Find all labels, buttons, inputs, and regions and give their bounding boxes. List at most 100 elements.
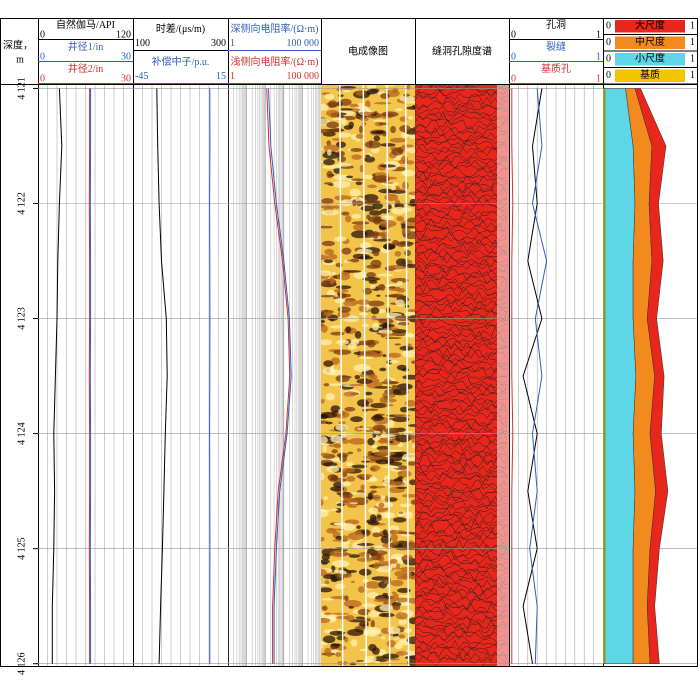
image-texture	[346, 176, 353, 178]
image-texture	[325, 94, 335, 100]
image-texture	[383, 529, 388, 535]
scale-min: -45	[135, 71, 148, 82]
image-texture	[382, 544, 393, 548]
image-texture	[390, 138, 406, 143]
scale-min: 0	[606, 21, 611, 32]
image-texture	[334, 443, 341, 448]
image-texture	[322, 598, 334, 600]
scale-min: 0	[511, 29, 516, 40]
scale-min: 0	[40, 51, 45, 62]
depth-tick-label: 4 123	[16, 307, 27, 330]
track-title: 缝洞孔隙度谱	[432, 44, 492, 57]
image-texture	[357, 448, 362, 452]
image-texture	[383, 245, 396, 250]
image-texture	[335, 583, 345, 589]
track-body	[133, 85, 228, 666]
image-texture	[320, 510, 331, 512]
image-texture	[346, 476, 355, 482]
image-texture	[359, 235, 375, 238]
log-curve	[512, 89, 513, 664]
depth-tick-label: 4 121	[16, 77, 27, 100]
image-texture	[390, 294, 404, 298]
image-texture	[390, 530, 395, 535]
image-texture	[395, 299, 404, 306]
image-texture	[373, 431, 380, 434]
log-curve	[530, 89, 547, 664]
image-texture	[351, 214, 361, 219]
image-texture	[397, 281, 404, 285]
image-texture	[344, 637, 348, 642]
scale-min: 0	[40, 29, 45, 40]
image-texture	[403, 94, 410, 97]
image-texture	[319, 587, 333, 592]
image-texture	[359, 112, 376, 115]
track-title: 电成像图	[348, 44, 388, 57]
image-texture	[380, 512, 395, 518]
image-texture	[376, 459, 390, 464]
scale-min: 0	[511, 73, 516, 84]
image-texture	[368, 644, 376, 651]
image-texture	[332, 560, 349, 567]
scale-min: 1	[230, 38, 235, 49]
image-texture	[389, 462, 403, 466]
image-texture	[356, 525, 361, 529]
curve-name: 补偿中子/p.u.	[152, 55, 210, 68]
spectrum-line	[415, 75, 507, 85]
image-texture	[370, 260, 381, 268]
image-texture	[359, 306, 367, 312]
track-body	[509, 85, 603, 666]
image-texture	[370, 514, 376, 521]
image-texture	[396, 612, 408, 619]
image-texture	[342, 498, 358, 506]
image-texture	[375, 453, 383, 455]
depth-tick-label: 4 122	[16, 192, 27, 215]
image-texture	[324, 259, 333, 263]
image-texture	[352, 221, 370, 224]
image-texture	[408, 116, 413, 120]
image-texture	[389, 286, 396, 288]
image-texture	[349, 384, 364, 386]
image-texture	[345, 215, 351, 222]
image-texture	[351, 339, 359, 345]
image-texture	[324, 182, 332, 184]
scale-max: 300	[211, 38, 226, 49]
scale-max: 100 000	[287, 38, 320, 49]
image-texture	[383, 481, 389, 486]
image-texture	[371, 315, 376, 320]
image-texture	[322, 241, 335, 246]
scale-min: 100	[135, 38, 150, 49]
curve-name: 浅侧向电阻率/(Ω·m)	[231, 55, 319, 68]
image-texture	[318, 618, 331, 623]
image-texture	[325, 393, 335, 401]
scale-max: 1	[690, 70, 695, 81]
scale-max: 1	[690, 37, 695, 48]
image-texture	[379, 613, 395, 617]
image-texture	[379, 604, 392, 611]
image-texture	[366, 214, 370, 219]
image-texture	[329, 383, 342, 386]
image-texture	[393, 428, 398, 431]
image-texture	[372, 533, 380, 538]
scale-max: 1	[596, 29, 601, 40]
image-texture	[382, 457, 400, 459]
image-texture	[407, 344, 411, 348]
image-texture	[394, 644, 403, 649]
image-texture	[343, 299, 357, 306]
image-texture	[358, 586, 365, 593]
image-texture	[326, 110, 339, 117]
image-texture	[330, 550, 348, 557]
image-texture	[369, 210, 382, 215]
image-texture	[368, 492, 373, 500]
image-texture	[323, 635, 336, 643]
image-texture	[364, 156, 375, 162]
image-texture	[367, 89, 379, 94]
depth-title: 深度，	[3, 38, 33, 51]
image-texture	[371, 285, 376, 289]
image-texture	[373, 414, 382, 418]
image-texture	[331, 613, 349, 615]
image-texture	[372, 527, 381, 533]
stacked-area	[605, 89, 636, 664]
image-texture	[370, 353, 381, 358]
image-texture	[367, 340, 376, 348]
legend-name: 基质	[640, 68, 660, 81]
